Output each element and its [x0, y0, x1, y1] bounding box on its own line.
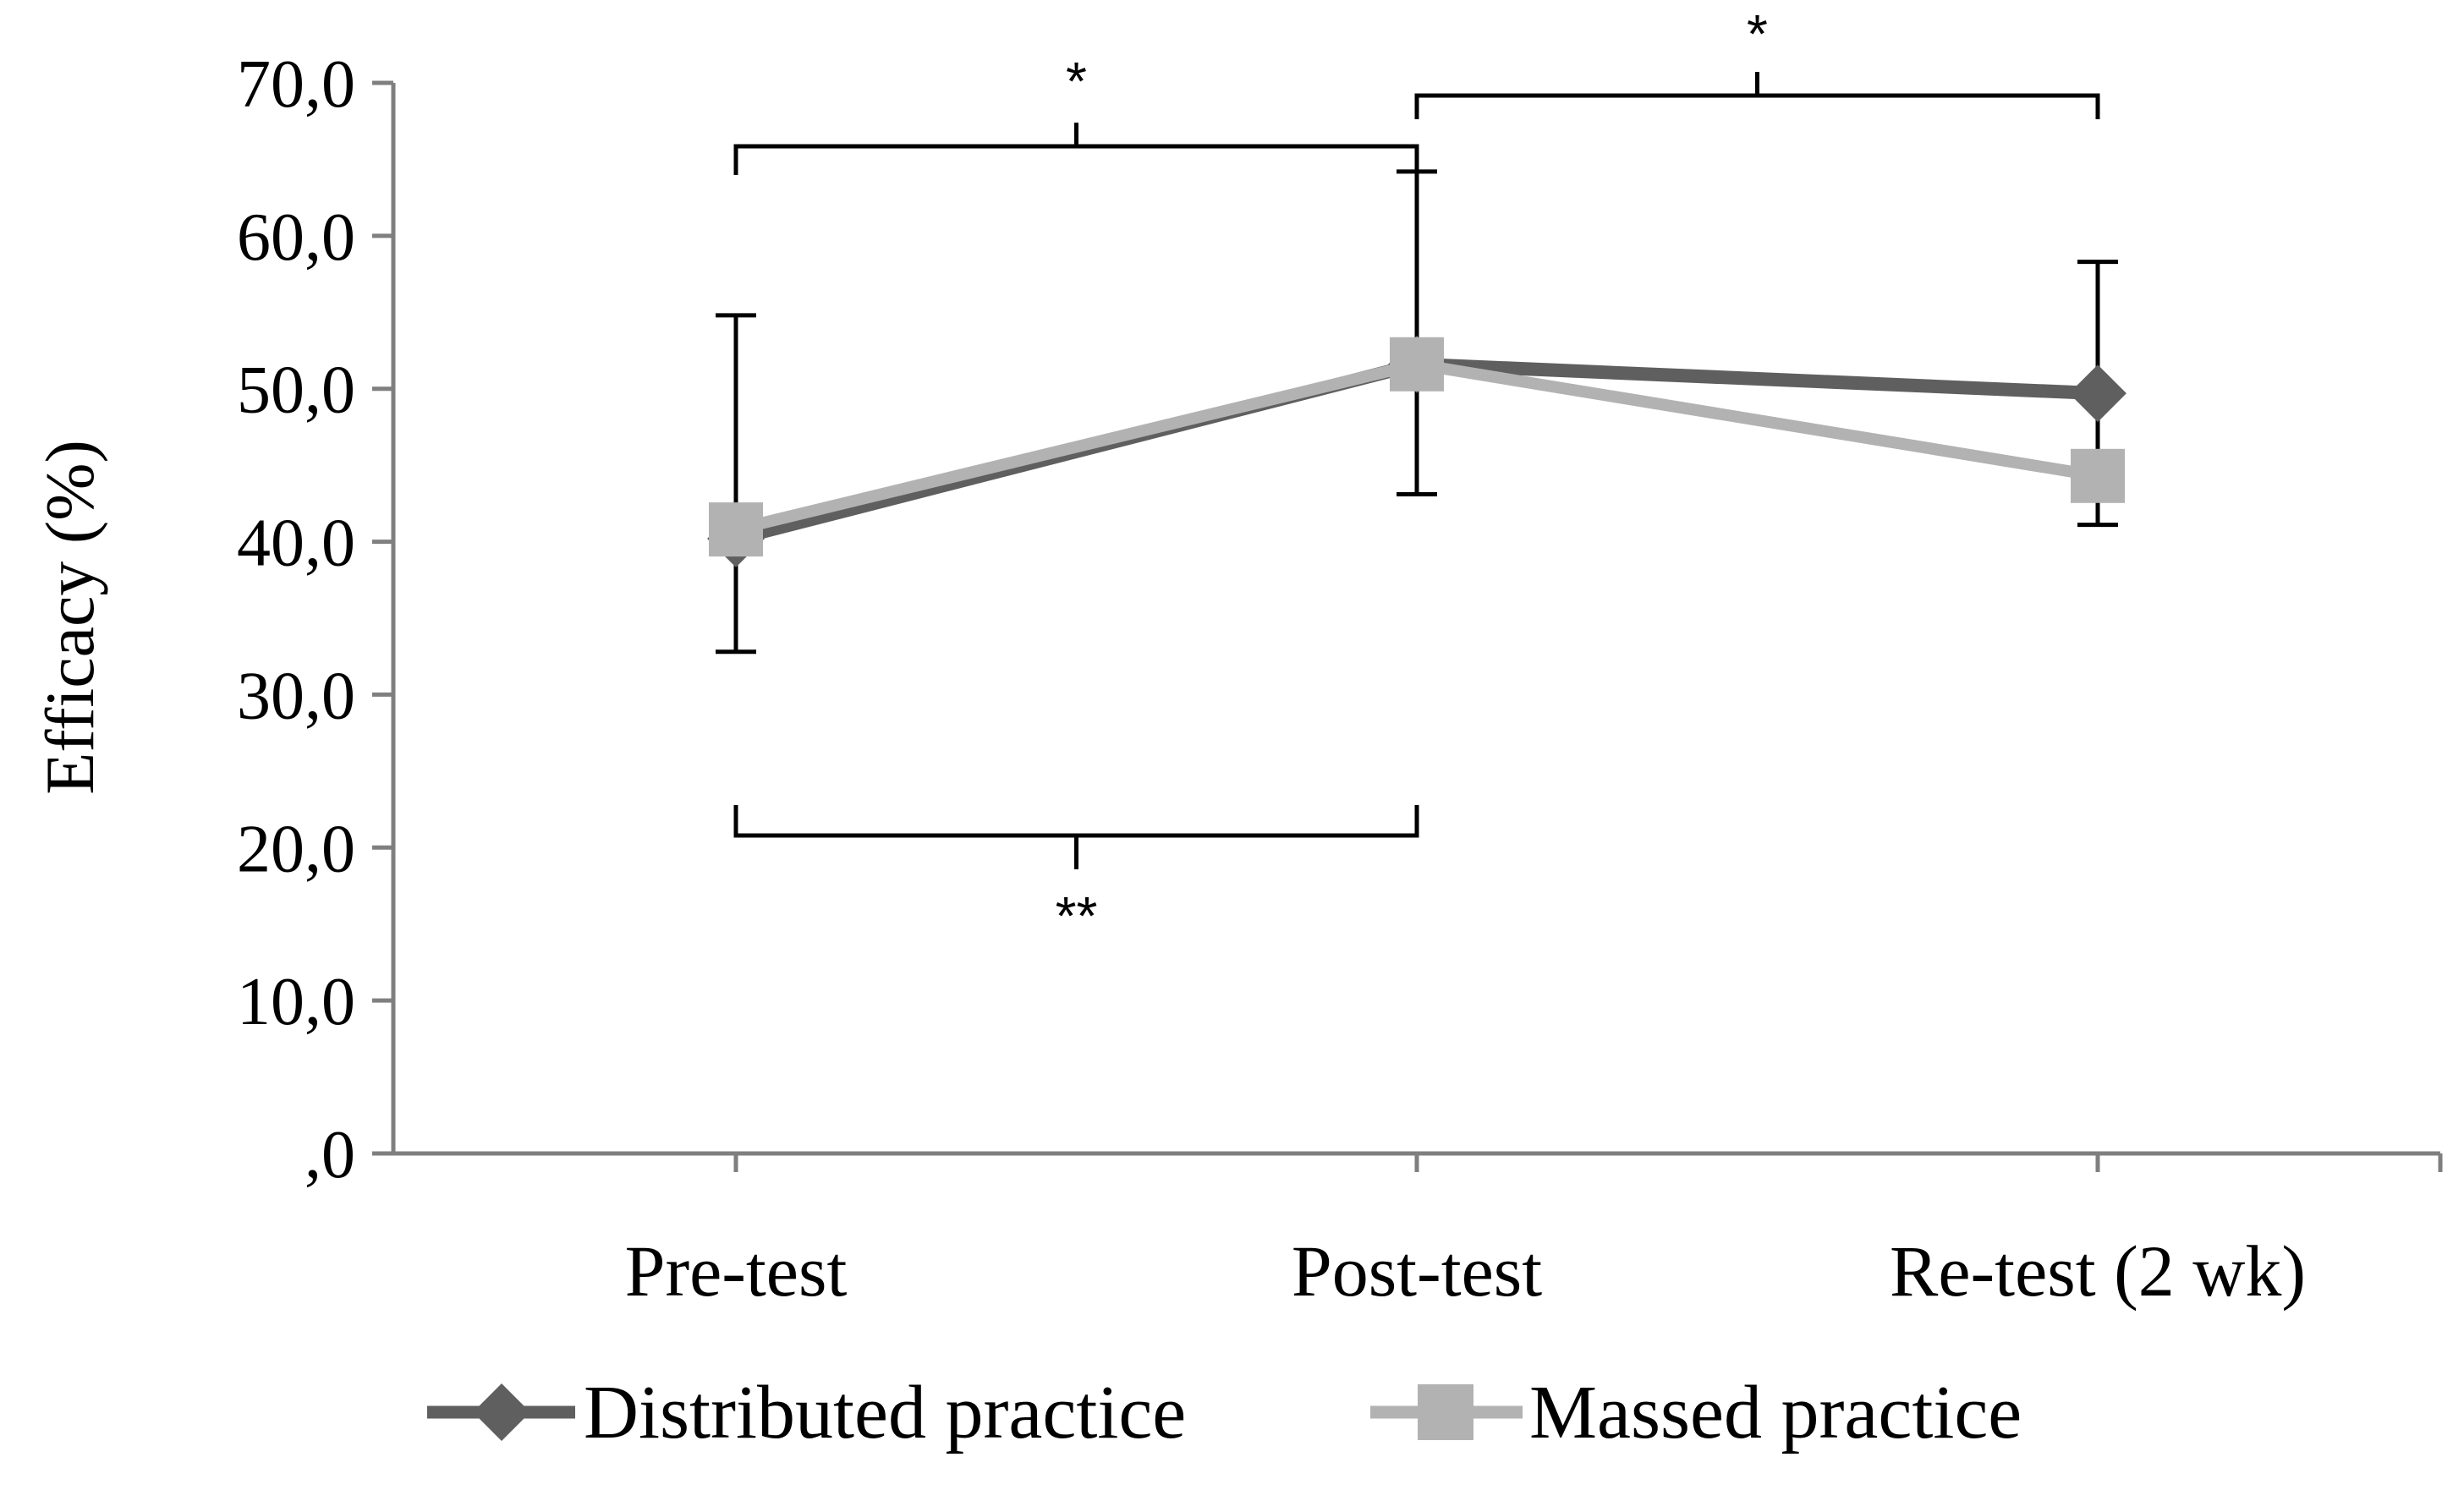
y-tick-label: 60,0: [237, 200, 355, 275]
x-axis-ticks: [733, 1153, 2443, 1172]
y-axis-title: Efficacy (%): [31, 440, 108, 795]
significance-label: **: [1056, 885, 1098, 946]
legend-label-massed-practice: Massed practice: [1529, 1371, 2022, 1454]
legend-item-distributed-practice: Distributed practice: [427, 1371, 1186, 1454]
y-axis-tick-labels: ,0 10,0 20,0 30,0 40,0 50,0 60,0 70,0: [237, 47, 355, 1192]
data-point-square: [2071, 448, 2125, 503]
y-tick-label: 30,0: [237, 659, 355, 733]
series-massed-practice: [709, 337, 2125, 557]
significance-bracket: **: [733, 805, 1419, 946]
y-tick-label: 20,0: [237, 812, 355, 886]
bracket-line: [733, 144, 1419, 175]
y-axis-ticks: [372, 80, 393, 1156]
error-bars: [716, 169, 2118, 655]
x-tick-label: Re-test (2 wk): [1890, 1230, 2306, 1312]
data-point-diamond: [2069, 364, 2127, 423]
axes: ,010,020,030,040,050,060,070,0 Pre-test P…: [31, 47, 2443, 1312]
y-tick-label: 70,0: [237, 47, 355, 122]
x-tick-label: Post-test: [1292, 1230, 1542, 1312]
significance-brackets: ****: [733, 3, 2100, 946]
data-point-square: [709, 502, 763, 557]
significance-label: *: [1066, 51, 1087, 112]
bracket-line: [733, 805, 1419, 838]
significance-bracket: *: [733, 51, 1419, 175]
y-tick-label: 50,0: [237, 353, 355, 428]
legend-marker-diamond: [473, 1383, 530, 1441]
y-tick-label: 10,0: [237, 965, 355, 1039]
data-series: [707, 335, 2127, 567]
data-point-square: [1390, 337, 1444, 392]
legend-item-massed-practice: Massed practice: [1370, 1371, 2022, 1454]
legend-marker-square: [1418, 1384, 1473, 1440]
y-tick-label: ,0: [305, 1118, 355, 1192]
bracket-line: [1414, 93, 2100, 119]
legend-label-distributed-practice: Distributed practice: [584, 1371, 1186, 1454]
x-tick-label: Pre-test: [625, 1230, 848, 1312]
significance-bracket: *: [1414, 3, 2100, 119]
x-axis-tick-labels: Pre-test Post-test Re-test (2 wk): [625, 1230, 2306, 1312]
y-tick-label: 40,0: [237, 507, 355, 581]
significance-label: *: [1747, 3, 1768, 64]
legend: Distributed practice Massed practice: [427, 1371, 2022, 1454]
